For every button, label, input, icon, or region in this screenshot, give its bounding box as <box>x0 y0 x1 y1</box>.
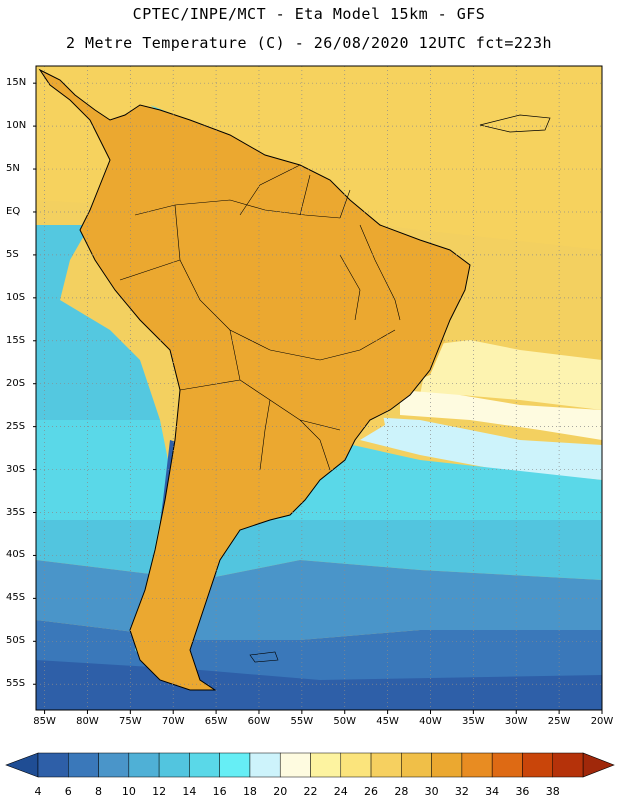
colorbar-label: 18 <box>242 785 257 798</box>
colorbar-swatch <box>310 752 342 778</box>
colorbar-label: 16 <box>212 785 227 798</box>
colorbar-swatch <box>461 752 493 778</box>
colorbar-label: 26 <box>364 785 379 798</box>
colorbar-swatch <box>128 752 160 778</box>
longitude-label: 55W <box>290 716 314 727</box>
longitude-label: 60W <box>247 716 271 727</box>
longitude-label: 30W <box>504 716 528 727</box>
colorbar-label: 24 <box>333 785 348 798</box>
ocean-band-atlantic-20 <box>400 390 602 440</box>
ocean-band-atlantic-22 <box>420 340 602 410</box>
longitude-label: 45W <box>376 716 399 727</box>
longitude-label: 75W <box>119 716 142 727</box>
colorbar-swatch <box>68 752 99 778</box>
axis-ticks <box>33 82 603 714</box>
latitude-label: 30S <box>6 463 26 475</box>
falkland-islands <box>249 651 279 663</box>
map-subtitle: 2 Metre Temperature (C) - 26/08/2020 12U… <box>65 34 553 52</box>
latitude-label: 10N <box>6 120 27 132</box>
latitude-label: 15N <box>6 77 27 89</box>
colorbar-swatch <box>98 752 130 778</box>
colorbar-right-arrow <box>582 752 615 778</box>
colorbar-swatch <box>219 752 251 778</box>
latitude-label: 5S <box>6 248 19 260</box>
colorbar-label: 32 <box>454 785 469 798</box>
colorbar-swatch <box>491 752 523 778</box>
latitude-label: 45S <box>6 592 26 604</box>
colorbar-label: 10 <box>121 785 136 798</box>
colorbar-swatch <box>158 752 190 778</box>
colorbar-swatch <box>370 752 402 778</box>
colorbar-label: 34 <box>485 785 500 798</box>
colorbar-label: 8 <box>95 785 103 798</box>
latitude-label: 25S <box>6 420 26 432</box>
latitude-label: 15S <box>6 334 26 346</box>
longitude-label: 40W <box>419 716 442 727</box>
country-borders <box>119 164 401 471</box>
ocean-band-pacific-warm <box>36 225 160 420</box>
colorbar-swatch <box>552 752 584 778</box>
colorbar-swatch <box>522 752 553 778</box>
latitude-label: 35S <box>6 506 26 518</box>
longitude-label: 70W <box>161 716 185 727</box>
longitude-label: 80W <box>76 716 99 727</box>
latitude-label: 50S <box>6 635 26 647</box>
longitude-label: 65W <box>204 716 228 727</box>
ocean-band-atlantic-18 <box>340 415 602 480</box>
latitude-label: EQ <box>6 205 21 217</box>
latitude-label: 5N <box>6 163 20 175</box>
colorbar-label: 12 <box>152 785 167 798</box>
longitude-label: 50W <box>333 716 357 727</box>
latitude-label: 20S <box>6 377 26 389</box>
colorbar-label: 36 <box>515 785 530 798</box>
colorbar-label: 22 <box>303 785 318 798</box>
latitude-label: 10S <box>6 291 26 303</box>
map-frame <box>35 65 603 711</box>
colorbar-swatch <box>249 752 281 778</box>
colorbar-label: 38 <box>545 785 560 798</box>
longitude-label: 20W <box>590 716 614 727</box>
colorbar-swatch <box>279 752 311 778</box>
colorbar-label: 28 <box>394 785 409 798</box>
colorbar-label: 4 <box>34 785 42 798</box>
map-title: CPTEC/INPE/MCT - Eta Model 15km - GFS <box>132 5 486 23</box>
map-field <box>36 66 602 710</box>
colorbar-swatch <box>37 752 69 778</box>
colorbar-label: 20 <box>273 785 288 798</box>
longitude-label: 85W <box>33 716 56 727</box>
colorbar-swatch <box>431 752 463 778</box>
colorbar-swatch <box>189 752 220 778</box>
island-outline <box>479 114 551 133</box>
graticule-lines <box>36 66 602 710</box>
latitude-label: 55S <box>6 678 26 690</box>
colorbar-swatch <box>401 752 432 778</box>
latitude-label: 40S <box>6 549 26 561</box>
longitude-label: 25W <box>547 716 571 727</box>
temperature-colorbar <box>5 752 615 778</box>
colorbar-label: 14 <box>182 785 197 798</box>
colorbar-swatch <box>340 752 372 778</box>
colorbar-left-arrow <box>5 752 39 778</box>
colorbar-label: 30 <box>424 785 439 798</box>
colorbar-label: 6 <box>64 785 72 798</box>
longitude-label: 35W <box>462 716 485 727</box>
